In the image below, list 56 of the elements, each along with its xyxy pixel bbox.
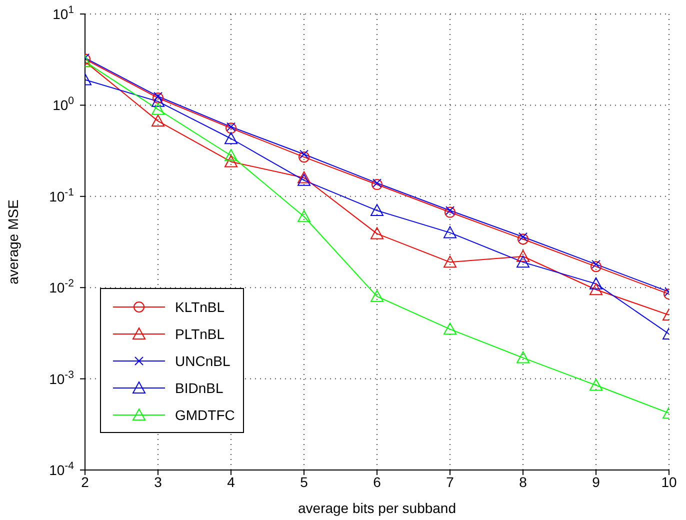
- legend-label: KLTnBL: [175, 298, 225, 314]
- legend-label: UNCnBL: [175, 352, 230, 368]
- x-tick-label: 9: [592, 474, 600, 490]
- y-tick-label: 10$^{-4}$: [49, 460, 74, 478]
- point: [444, 226, 456, 238]
- point: [590, 261, 602, 272]
- point: [370, 290, 384, 302]
- x-tick-label: 2: [81, 474, 90, 490]
- point: [224, 155, 238, 168]
- point: [516, 250, 530, 262]
- point: [298, 210, 310, 222]
- point: [516, 256, 530, 268]
- legend-label: PLTnBL: [175, 326, 225, 342]
- point: [226, 122, 236, 132]
- point: [516, 351, 530, 364]
- y-axis-title: average MSE: [4, 200, 21, 284]
- y-tick-label: 10$^{0}$: [52, 95, 74, 114]
- x-tick-label: 5: [300, 474, 308, 490]
- x-tick-label: 10: [661, 474, 677, 490]
- point: [300, 150, 308, 159]
- point: [446, 206, 454, 216]
- point: [226, 122, 236, 134]
- point: [592, 260, 600, 269]
- point: [298, 174, 310, 186]
- y-tick-label: 10$^{-2}$: [49, 278, 74, 296]
- point: [372, 178, 382, 188]
- x-tick-label: 4: [227, 474, 236, 490]
- point: [590, 378, 602, 391]
- point: [298, 171, 310, 184]
- x-tick-label: 8: [519, 474, 528, 490]
- point: [298, 152, 310, 163]
- point: [444, 206, 456, 218]
- point: [444, 322, 456, 335]
- legend-label: BIDnBL: [175, 380, 224, 396]
- y-tick-label: 10$^{-1}$: [49, 186, 74, 204]
- point: [518, 234, 528, 245]
- point: [518, 232, 528, 242]
- point: [370, 227, 384, 240]
- point: [224, 149, 238, 162]
- point: [444, 256, 456, 268]
- x-tick-label: 6: [373, 474, 382, 490]
- point: [152, 92, 164, 104]
- point: [372, 179, 382, 190]
- point: [152, 102, 164, 115]
- legend-label: GMDTFC: [175, 406, 235, 422]
- point: [590, 277, 602, 290]
- x-axis-title: average bits per subband: [298, 500, 456, 516]
- point: [152, 114, 164, 127]
- point: [224, 132, 238, 144]
- point: [152, 94, 164, 107]
- point: [590, 283, 602, 296]
- y-tick-label: 10$^{-3}$: [49, 368, 74, 387]
- y-tick-label: 10$^{1}$: [52, 4, 74, 22]
- point: [370, 204, 384, 216]
- x-tick-label: 7: [446, 474, 454, 490]
- x-tick-label: 3: [154, 474, 162, 490]
